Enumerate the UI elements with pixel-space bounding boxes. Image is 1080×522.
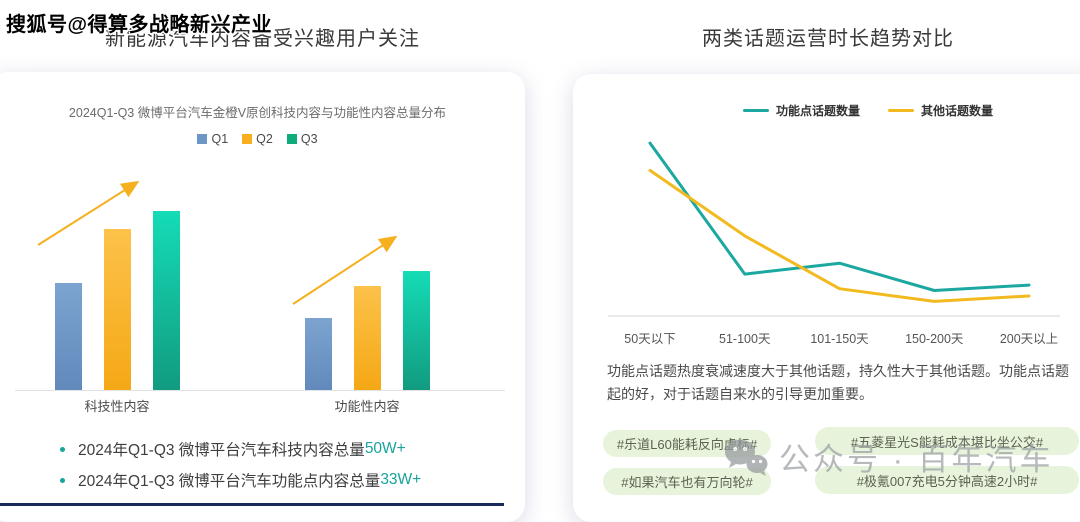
bar-Q2-科技性内容 [103, 229, 131, 390]
bullet-text: 2024年Q1-Q3 微博平台汽车科技内容总量 [78, 442, 365, 459]
line-chart-ticks: 50天以下 51-100天 101-150天 150-200天 200天以上 [573, 328, 1080, 346]
q2-swatch [242, 134, 253, 144]
legend-label: 功能点话题数量 [775, 104, 860, 118]
x-tick-4: 200天以上 [999, 332, 1059, 346]
x-label-functional-content: 功能性内容 [334, 399, 400, 414]
right-panel-title: 两类话题运营时长趋势对比 [702, 28, 954, 50]
bar-chart-plot [0, 168, 525, 390]
insight-text: 功能点话题热度衰减速度大于其他话题，持久性大于其他话题。功能点话题起的好，对于话… [607, 363, 1069, 402]
x-tick-1: 51-100天 [719, 332, 771, 346]
yellow-line-swatch [888, 109, 914, 112]
line-series-其他话题数量 [648, 168, 1031, 303]
legend-label-q2: Q2 [256, 132, 273, 146]
legend-item-other-topics: 其他话题数量 [888, 102, 993, 119]
line-series-功能点话题数量 [648, 141, 1031, 292]
line-chart-legend: 功能点话题数量 其他话题数量 [673, 102, 1063, 119]
x-tick-0: 50天以下 [624, 332, 676, 346]
bar-chart-title: 2024Q1-Q3 微博平台汽车金橙V原创科技内容与功能性内容总量分布 [68, 106, 447, 120]
bar-chart-legend: Q1 Q2 Q3 [0, 132, 525, 146]
hashtag-pill: #五菱星光S能耗成本堪比坐公交# [815, 427, 1079, 455]
bullet-tech-total: 2024年Q1-Q3 微博平台汽车科技内容总量 50W+ [60, 438, 421, 460]
legend-label: 其他话题数量 [921, 104, 994, 118]
bar-Q1-科技性内容 [54, 283, 82, 390]
bullet-highlight: 50W+ [364, 440, 406, 457]
bar-Q1-功能性内容 [304, 318, 332, 390]
x-tick-2: 101-150天 [810, 332, 869, 346]
legend-label-q3: Q3 [300, 132, 318, 146]
sohu-watermark: 搜狐号@得算多战略新兴产业 [6, 14, 273, 36]
hashtag-pill: #乐道L60能耗反向虚标# [603, 430, 771, 457]
right-chart-card: 功能点话题数量 其他话题数量 50天以下 51-100天 101-150天 150-2… [573, 74, 1080, 522]
q1-swatch [197, 134, 208, 144]
bullet-dot-icon [60, 446, 65, 452]
bullet-functional-total: 2024年Q1-Q3 微博平台汽车功能点内容总量 33W+ [60, 469, 421, 491]
legend-item-functional-topics: 功能点话题数量 [742, 102, 860, 119]
summary-bullets: 2024年Q1-Q3 微博平台汽车科技内容总量 50W+ 2024年Q1-Q3 微… [60, 438, 421, 500]
legend-item-q2: Q2 [242, 132, 273, 146]
left-panel-title: 新能源汽车内容备受兴趣用户关注 [105, 28, 420, 50]
bar-Q3-功能性内容 [402, 271, 430, 390]
left-chart-card: 2024Q1-Q3 微博平台汽车金橙V原创科技内容与功能性内容总量分布 Q1 Q… [0, 72, 525, 522]
hashtag-pill: #极氪007充电5分钟高速2小时# [815, 466, 1079, 494]
x-tick-3: 150-200天 [905, 332, 964, 346]
next-section-edge [0, 503, 504, 506]
line-chart-svg [608, 141, 1060, 317]
hashtag-pill: #如果汽车也有万向轮# [603, 468, 771, 495]
bar-Q2-功能性内容 [353, 286, 381, 390]
x-label-tech-content: 科技性内容 [84, 399, 150, 414]
legend-item-q1: Q1 [197, 132, 228, 146]
bar-chart-x-axis [15, 390, 505, 391]
bullet-text: 2024年Q1-Q3 微博平台汽车功能点内容总量 [78, 473, 381, 490]
bullet-highlight: 33W+ [380, 471, 422, 488]
teal-line-swatch [742, 109, 769, 112]
legend-label-q1: Q1 [211, 132, 229, 146]
legend-item-q3: Q3 [286, 132, 318, 146]
bar-Q3-科技性内容 [152, 211, 180, 390]
q3-swatch [286, 134, 297, 144]
bullet-dot-icon [60, 477, 65, 483]
